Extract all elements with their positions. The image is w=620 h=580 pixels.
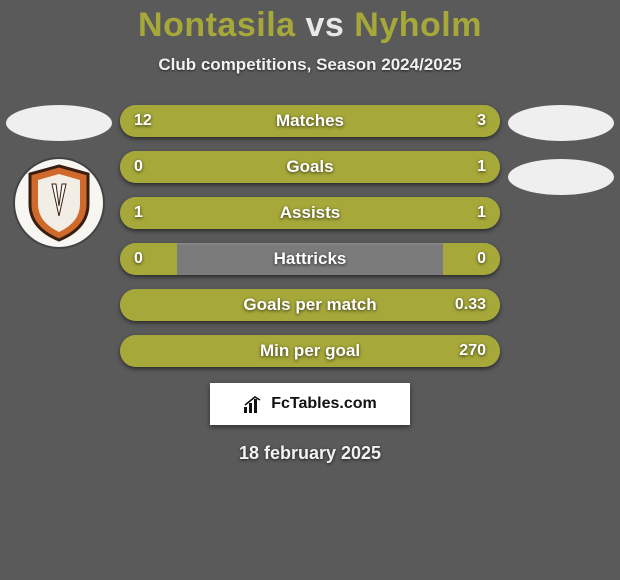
stat-label: Assists xyxy=(280,203,340,223)
stat-value-right: 1 xyxy=(477,158,486,176)
stat-value-right: 1 xyxy=(477,204,486,222)
stat-value-right: 3 xyxy=(477,112,486,130)
stat-value-left: 12 xyxy=(134,112,152,130)
player1-face-placeholder xyxy=(6,105,112,141)
stat-value-right: 0 xyxy=(477,250,486,268)
stat-bar-fill-left xyxy=(120,289,177,321)
stat-value-left: 0 xyxy=(134,158,143,176)
title-player1: Nontasila xyxy=(138,6,296,44)
stat-value-left: 0 xyxy=(134,250,143,268)
comparison-body: 12 3 Matches 0 1 Goals 1 1 Assists 0 0 Hattricks 0.3… xyxy=(0,105,620,367)
stat-bar: 0 1 Goals xyxy=(120,151,500,183)
stat-bar-fill-right xyxy=(443,243,500,275)
stat-label: Hattricks xyxy=(274,249,347,269)
stat-bar-fill-left xyxy=(120,243,177,275)
stat-bar-fill-left xyxy=(120,105,386,137)
stat-label: Matches xyxy=(276,111,344,131)
stat-label: Goals xyxy=(286,157,333,177)
stat-bar-fill-right xyxy=(177,151,500,183)
stat-value-right: 270 xyxy=(459,342,486,360)
comparison-card: Nontasila vs Nyholm Club competitions, S… xyxy=(0,0,620,580)
stat-label: Min per goal xyxy=(260,341,360,361)
stat-bar: 1 1 Assists xyxy=(120,197,500,229)
player1-club-badge xyxy=(15,159,103,247)
stat-value-left: 1 xyxy=(134,204,143,222)
subtitle: Club competitions, Season 2024/2025 xyxy=(158,55,461,75)
stat-bar-fill-left xyxy=(120,335,177,367)
player2-club-badge-placeholder xyxy=(508,159,614,195)
title-player2: Nyholm xyxy=(354,6,482,44)
stat-bar: 12 3 Matches xyxy=(120,105,500,137)
page-title: Nontasila vs Nyholm xyxy=(138,6,482,45)
credit-text: FcTables.com xyxy=(271,395,377,413)
title-vs: vs xyxy=(306,6,345,44)
stat-bar-fill-left xyxy=(120,151,177,183)
stat-bars: 12 3 Matches 0 1 Goals 1 1 Assists 0 0 Hattricks 0.3… xyxy=(114,105,506,367)
date-text: 18 february 2025 xyxy=(239,443,381,464)
shield-icon xyxy=(24,164,94,242)
stat-bar: 0.33 Goals per match xyxy=(120,289,500,321)
credit-badge: FcTables.com xyxy=(210,383,410,425)
stat-bar: 0 0 Hattricks xyxy=(120,243,500,275)
stat-value-right: 0.33 xyxy=(455,296,486,314)
stat-label: Goals per match xyxy=(243,295,376,315)
fctables-logo-icon xyxy=(243,395,265,413)
player2-face-placeholder xyxy=(508,105,614,141)
player-column-right xyxy=(506,105,616,195)
stat-bar: 270 Min per goal xyxy=(120,335,500,367)
player-column-left xyxy=(4,105,114,247)
